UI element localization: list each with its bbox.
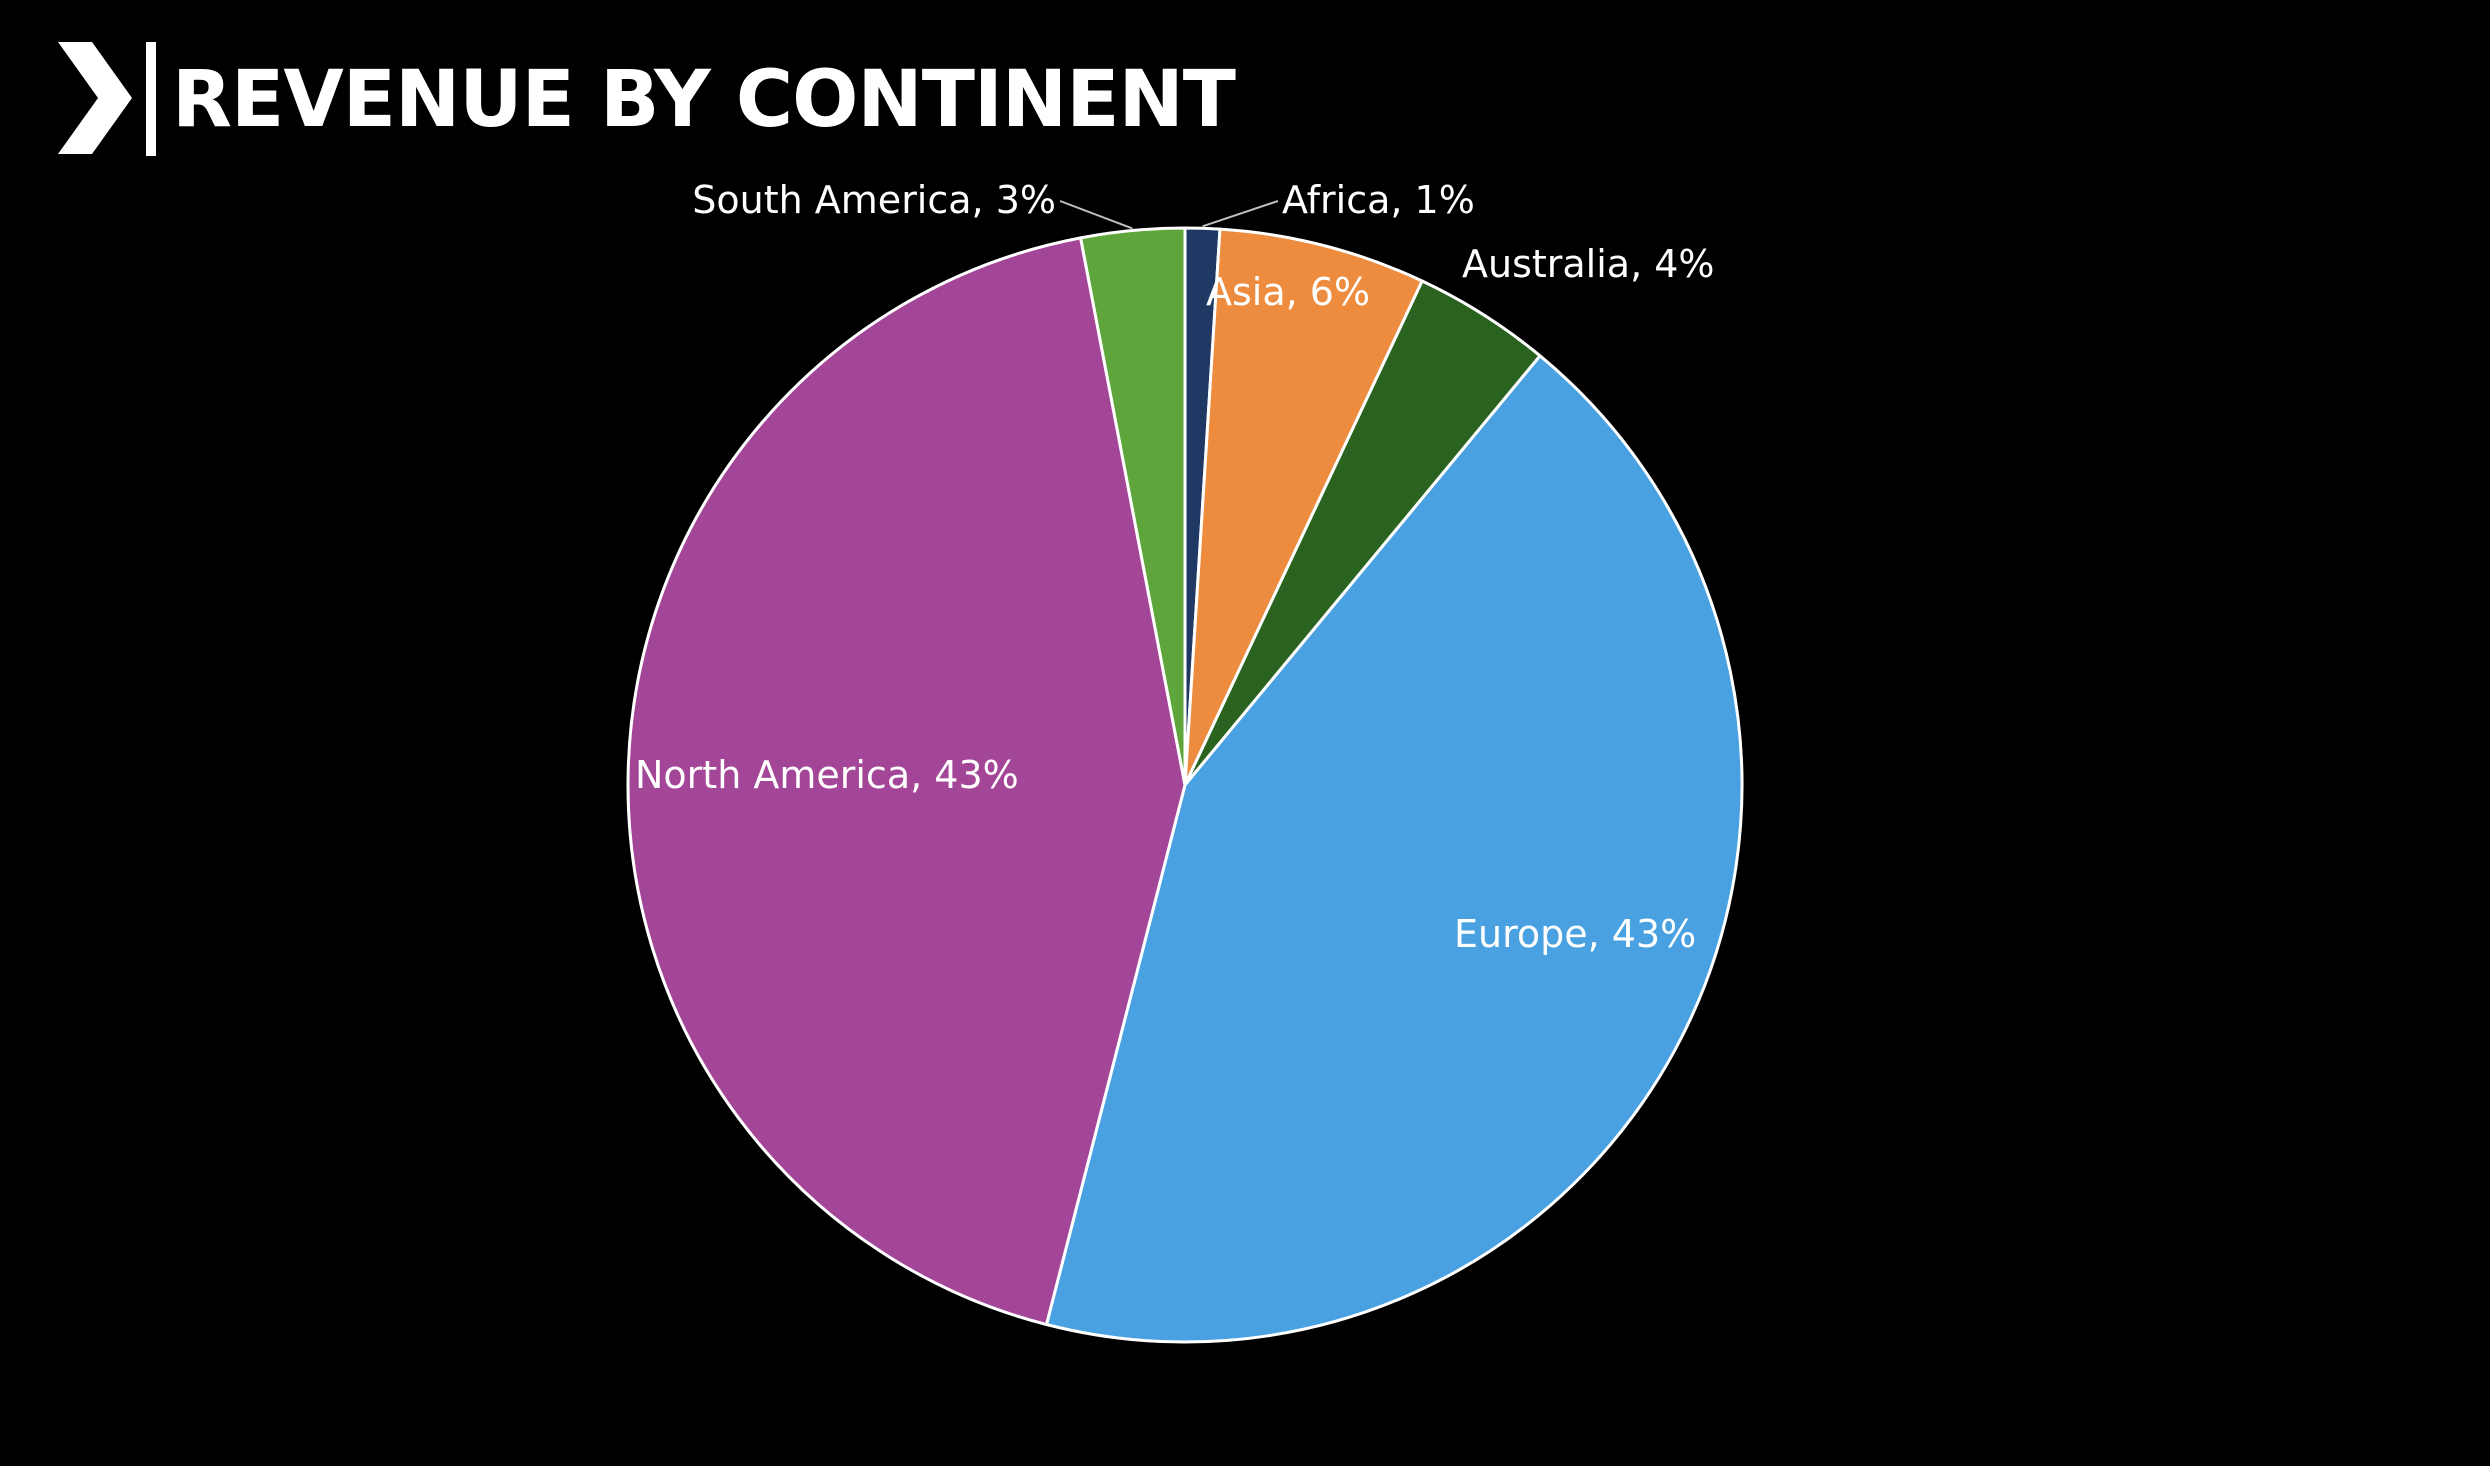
pie-slice-europe bbox=[1044, 354, 1744, 1344]
data-label-north-america: North America, 43% bbox=[635, 753, 1019, 797]
data-label-asia: Asia, 6% bbox=[1206, 270, 1370, 314]
data-label-africa: Africa, 1% bbox=[1282, 178, 1475, 222]
leader-line-south-america bbox=[1059, 200, 1133, 230]
data-label-australia: Australia, 4% bbox=[1462, 242, 1715, 286]
leader-line-africa bbox=[1202, 200, 1279, 228]
header: REVENUE BY CONTINENT bbox=[0, 0, 1236, 180]
pie-slice-north-america bbox=[626, 236, 1187, 1326]
page-title: REVENUE BY CONTINENT bbox=[172, 55, 1236, 145]
pie-slice-asia bbox=[1183, 227, 1424, 787]
chevron-bar-logo-icon bbox=[58, 42, 156, 156]
data-label-south-america: South America, 3% bbox=[692, 178, 1056, 222]
data-label-europe: Europe, 43% bbox=[1454, 912, 1696, 956]
pie-slice-south-america bbox=[1079, 226, 1187, 787]
